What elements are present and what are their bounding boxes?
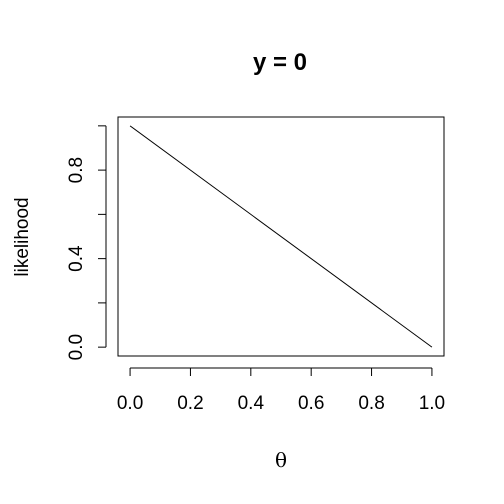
x-axis-label: θ [275,448,287,472]
y-axis-label: likelihood [12,197,33,276]
x-axis: 0.0 0.2 0.4 0.6 0.8 1.0 [117,367,445,414]
y-tick-label: 0.8 [66,157,87,183]
x-tick-label: 0.8 [358,393,384,414]
y-tick-label: 0.0 [66,334,87,360]
x-tick-label: 0.6 [298,393,324,414]
series-layer [129,125,433,348]
plot-box [117,116,445,357]
series-line [129,125,433,348]
chart-title: y = 0 [253,49,307,76]
x-tick-label: 1.0 [419,393,445,414]
y-tick-label: 0.4 [66,245,87,272]
x-tick-label: 0.4 [238,393,265,414]
x-tick-label: 0.0 [117,393,143,414]
x-tick-label: 0.2 [177,393,203,414]
y-axis: 0.0 0.4 0.8 [66,125,107,360]
